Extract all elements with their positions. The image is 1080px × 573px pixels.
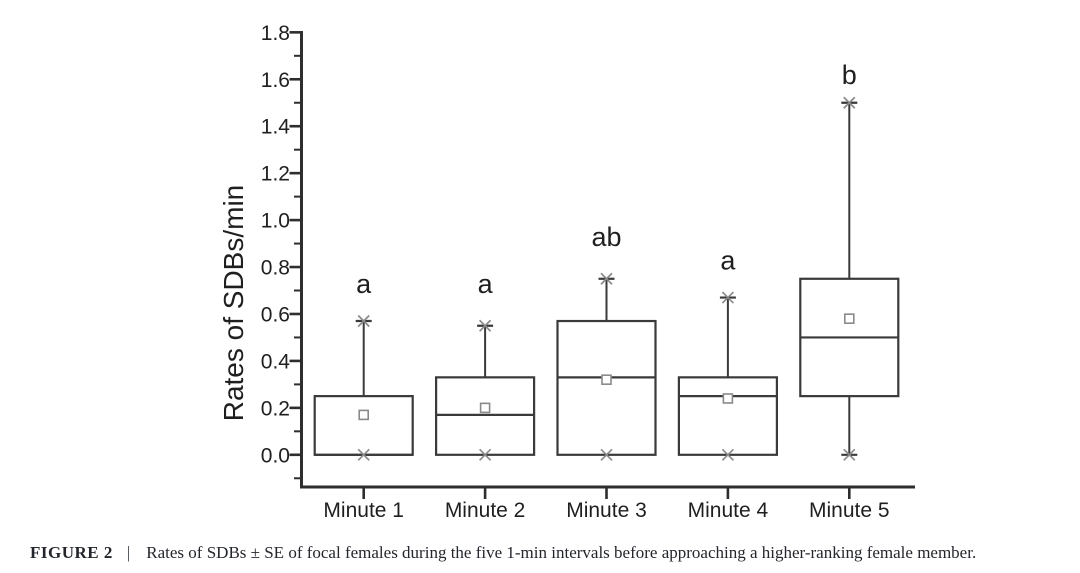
sig-letter-minute-5: b [842, 60, 857, 90]
figure-caption-text: Rates of SDBs ± SE of focal females duri… [146, 543, 977, 562]
zero-x-marker-minute-4 [721, 448, 735, 461]
x-tick-label-minute-1: Minute 1 [323, 499, 404, 522]
sig-letter-minute-3: ab [591, 222, 621, 252]
sig-letter-minute-1: a [356, 269, 372, 299]
y-tick-label-0.8: 0.8 [261, 257, 290, 280]
y-tick-label-0.0: 0.0 [261, 444, 290, 467]
y-tick-label-1.4: 1.4 [261, 116, 291, 139]
y-tick-label-1.0: 1.0 [261, 210, 290, 233]
y-tick-label-1.8: 1.8 [261, 22, 290, 45]
upper-whisker-end-minute-4-x2 [721, 291, 735, 304]
sig-letter-minute-4: a [720, 245, 736, 275]
mean-marker-minute-1 [358, 409, 370, 421]
upper-whisker-end-minute-5-x2 [843, 96, 856, 109]
y-tick-label-1.2: 1.2 [261, 163, 290, 186]
box-minute-1 [313, 395, 414, 456]
boxplot-canvas: 0.0 0.2 0.4 0.6 0.8 1.0 1.2 1.4 1.6 1.8 Rates of S… [218, 22, 915, 522]
upper-whisker-end-minute-3-x2 [600, 272, 613, 285]
y-tick-label-0.6: 0.6 [261, 303, 290, 326]
mean-marker-minute-2 [479, 402, 491, 414]
upper-whisker-end-minute-1-x2 [357, 314, 370, 328]
y-tick-label-0.4: 0.4 [261, 350, 291, 373]
mean-marker-minute-5 [843, 313, 855, 324]
zero-x-marker-minute-3 [600, 448, 613, 461]
box-minute-3 [556, 319, 657, 456]
mean-marker-minute-3 [601, 374, 612, 385]
upper-whisker-end-minute-2-x2 [478, 319, 492, 332]
box-minute-2 [435, 376, 536, 456]
sig-letter-minute-2: a [478, 269, 494, 299]
x-tick-label-minute-4: Minute 4 [688, 499, 769, 522]
y-axis-title: Rates of SDBs/min [218, 185, 249, 422]
figure-caption-separator: | [126, 543, 131, 562]
zero-x-marker-minute-1 [357, 448, 370, 461]
figure-caption-label: FIGURE 2 [30, 543, 113, 562]
y-tick-label-1.6: 1.6 [261, 69, 290, 92]
mean-marker-minute-4 [722, 393, 734, 404]
x-tick-label-minute-2: Minute 2 [445, 499, 526, 522]
box-minute-4 [677, 376, 779, 456]
x-tick-label-minute-3: Minute 3 [566, 499, 647, 522]
lower-whisker-end-minute-5-x2 [843, 448, 856, 461]
figure-caption: FIGURE 2 | Rates of SDBs ± SE of focal fem… [30, 543, 1070, 563]
y-tick-label-0.2: 0.2 [261, 397, 290, 420]
zero-x-marker-minute-2 [478, 448, 492, 461]
x-tick-label-minute-5: Minute 5 [809, 499, 890, 522]
